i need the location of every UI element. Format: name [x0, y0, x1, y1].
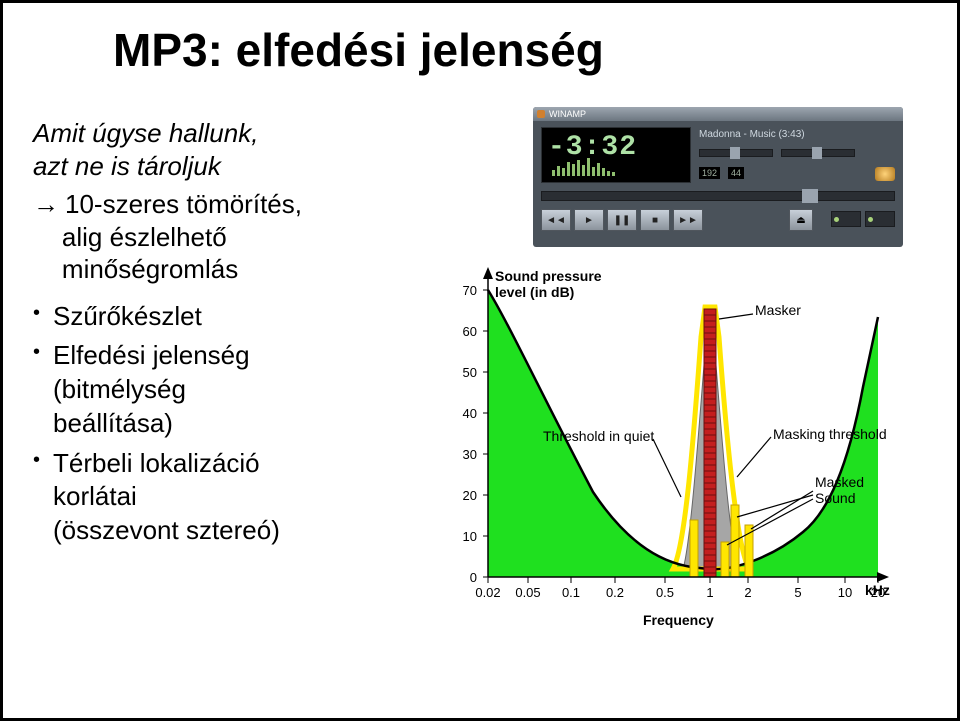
arrow-text-2: alig észlelhető — [62, 222, 227, 252]
winamp-sliders — [699, 149, 855, 157]
y-axis-arrow-icon — [483, 267, 493, 279]
x-tick-label: 1 — [706, 585, 713, 600]
y-tick-label: 50 — [463, 365, 477, 380]
y-tick-label: 0 — [470, 570, 477, 585]
bullet-text: Elfedési jelenség — [53, 340, 250, 370]
winamp-player: WINAMP -3:32 Madonna - Music (3:43) 192 … — [533, 107, 903, 247]
slide: MP3: elfedési jelenség Amit úgyse hallun… — [0, 0, 960, 721]
winamp-track-title: Madonna - Music (3:43) — [699, 129, 805, 140]
ann-threshold-quiet: Threshold in quiet — [543, 428, 654, 444]
intro-line: Amit úgyse hallunk, azt ne is tároljuk — [33, 117, 423, 182]
winamp-controls: ◄◄ ► ❚❚ ■ ►► — [541, 209, 703, 231]
winamp-toggles — [831, 211, 895, 227]
winamp-app-title: WINAMP — [549, 109, 586, 119]
bullet-item: Szűrőkészlet — [33, 300, 423, 334]
x-tick-label: 0.5 — [656, 585, 674, 600]
ann-masked-2: Sound — [815, 490, 855, 506]
slide-title: MP3: elfedési jelenség — [113, 23, 927, 77]
winamp-balance-slider[interactable] — [781, 149, 855, 157]
winamp-progress-bar[interactable] — [541, 191, 895, 201]
winamp-spectrum — [552, 158, 615, 176]
x-ticks: 0.020.050.10.20.51251020 — [475, 577, 885, 600]
x-tick-label: 0.05 — [515, 585, 540, 600]
masked-bar — [721, 542, 729, 577]
y-tick-label: 20 — [463, 488, 477, 503]
x-tick-label: 2 — [744, 585, 751, 600]
prev-button[interactable]: ◄◄ — [541, 209, 571, 231]
ann-masked-1: Masked — [815, 474, 864, 490]
winamp-khz: 44 — [728, 167, 744, 179]
shuffle-toggle[interactable] — [831, 211, 861, 227]
ann-masking-threshold-line — [737, 437, 771, 477]
bullet-text: (összevont sztereó) — [53, 515, 280, 545]
repeat-toggle[interactable] — [865, 211, 895, 227]
bullet-text: korlátai — [53, 481, 137, 511]
right-column: WINAMP -3:32 Madonna - Music (3:43) 192 … — [423, 107, 923, 637]
x-tick-label: 0.02 — [475, 585, 500, 600]
ann-masking-threshold: Masking threshold — [773, 426, 887, 442]
bullet-text: (bitmélység — [53, 374, 186, 404]
y-axis-label-1: Sound pressure — [495, 268, 602, 284]
left-column: Amit úgyse hallunk, azt ne is tároljuk →… — [33, 107, 423, 637]
bullet-text: Térbeli lokalizáció — [53, 448, 260, 478]
eject-button[interactable]: ⏏ — [789, 209, 813, 231]
arrow-text-1: 10-szeres tömörítés, — [65, 189, 302, 219]
y-tick-label: 30 — [463, 447, 477, 462]
chart-svg: 0 10 20 30 40 50 60 70 0.02 0.05 0.1 0.2 0.5 1 2 5 10 20… — [433, 267, 903, 637]
winamp-titlebar: WINAMP — [533, 107, 903, 121]
x-axis-arrow-icon — [877, 572, 889, 582]
bullet-text: beállítása) — [53, 408, 173, 438]
y-ticks: 0 10 20 30 40 50 60 70 — [463, 283, 488, 585]
winamp-indicator-icon — [875, 167, 895, 181]
masking-chart: 0 10 20 30 40 50 60 70 0.02 0.05 0.1 0.2 0.5 1 2 5 10 20… — [433, 267, 903, 637]
y-tick-label: 70 — [463, 283, 477, 298]
stop-button[interactable]: ■ — [640, 209, 670, 231]
play-button[interactable]: ► — [574, 209, 604, 231]
x-tick-label: 0.2 — [606, 585, 624, 600]
winamp-icon — [537, 110, 545, 118]
y-axis-label-2: level (in dB) — [495, 284, 574, 300]
next-button[interactable]: ►► — [673, 209, 703, 231]
masker-bar — [704, 309, 716, 577]
bullet-item: Térbeli lokalizáció korlátai (összevont … — [33, 447, 423, 548]
x-axis-label: Frequency — [643, 612, 714, 628]
x-tick-label: 10 — [838, 585, 852, 600]
intro-line-2: azt ne is tároljuk — [33, 151, 221, 181]
y-tick-label: 40 — [463, 406, 477, 421]
pause-button[interactable]: ❚❚ — [607, 209, 637, 231]
ann-threshold-quiet-line — [653, 439, 681, 497]
arrow-text-3: minőségromlás — [62, 254, 238, 284]
intro-line-1: Amit úgyse hallunk, — [33, 118, 258, 148]
ann-masker-line — [719, 314, 753, 319]
arrow-icon: → — [33, 189, 59, 219]
y-tick-label: 60 — [463, 324, 477, 339]
winamp-display: -3:32 — [541, 127, 691, 183]
x-tick-label: 0.1 — [562, 585, 580, 600]
x-axis-unit: kHz — [865, 582, 890, 598]
x-tick-label: 5 — [794, 585, 801, 600]
bullet-list: Szűrőkészlet Elfedési jelenség (bitmélys… — [33, 300, 423, 549]
winamp-kbps: 192 — [699, 167, 720, 179]
arrow-line: →10-szeres tömörítés, alig észlelhető mi… — [33, 188, 423, 286]
ann-masker: Masker — [755, 302, 801, 318]
bullet-item: Elfedési jelenség (bitmélység beállítása… — [33, 339, 423, 440]
masked-bar — [690, 520, 698, 577]
content-row: Amit úgyse hallunk, azt ne is tároljuk →… — [33, 107, 927, 637]
bullet-text: Szűrőkészlet — [53, 301, 202, 331]
winamp-volume-slider[interactable] — [699, 149, 773, 157]
y-tick-label: 10 — [463, 529, 477, 544]
winamp-bitrate: 192 44 — [699, 167, 744, 179]
